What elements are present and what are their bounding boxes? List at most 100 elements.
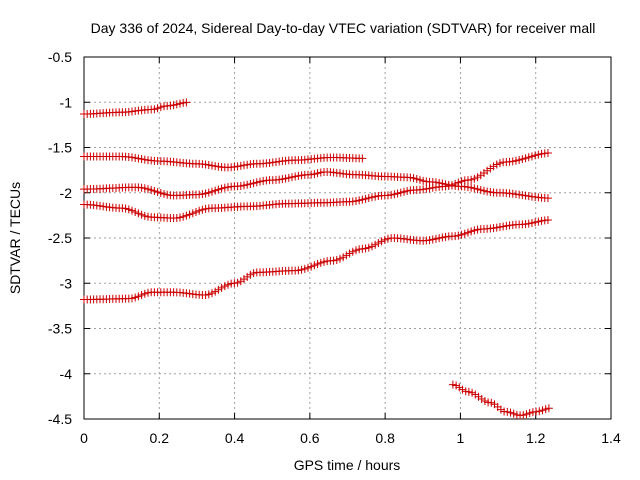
data-point — [294, 171, 303, 180]
data-point — [527, 218, 536, 227]
data-point — [509, 409, 518, 418]
data-point — [428, 183, 437, 192]
y-tick-label: -0.5 — [48, 49, 72, 65]
data-point — [406, 173, 415, 182]
data-point — [422, 184, 431, 193]
data-point — [454, 178, 463, 187]
data-point — [319, 257, 328, 266]
data-point — [300, 264, 309, 273]
data-point — [409, 174, 418, 183]
data-point — [495, 223, 504, 232]
data-point — [236, 277, 245, 286]
data-point — [163, 190, 172, 199]
data-point — [361, 244, 370, 253]
x-tick-label: 0.6 — [300, 430, 320, 446]
data-point — [463, 183, 472, 192]
data-point — [140, 211, 149, 220]
data-point — [191, 208, 200, 217]
x-tick-label: 0.4 — [225, 430, 245, 446]
grid-lines — [84, 57, 611, 419]
data-point — [278, 175, 287, 184]
x-tick-label: 0 — [80, 430, 88, 446]
x-tick-label: 0.8 — [375, 430, 395, 446]
data-point — [150, 187, 159, 196]
data-point — [467, 175, 476, 184]
data-point — [339, 253, 348, 262]
data-point — [255, 177, 264, 186]
data-point — [518, 155, 527, 164]
data-point — [467, 183, 476, 192]
data-point — [380, 235, 389, 244]
data-point — [236, 181, 245, 190]
y-tick-label: -3.5 — [48, 321, 72, 337]
data-point — [468, 388, 477, 397]
y-tick-label: -2.5 — [48, 230, 72, 246]
data-point — [489, 162, 498, 171]
data-point — [201, 189, 210, 198]
data-points — [80, 98, 553, 420]
data-point — [538, 406, 547, 415]
data-point — [223, 280, 232, 289]
data-point — [169, 101, 178, 110]
data-point — [477, 395, 486, 404]
y-tick-label: -4.5 — [48, 411, 72, 427]
data-point — [522, 410, 531, 419]
data-point — [489, 224, 498, 233]
data-point — [307, 170, 316, 179]
data-point — [502, 221, 511, 230]
data-point — [153, 104, 162, 113]
data-point — [313, 169, 322, 178]
data-point — [140, 184, 149, 193]
data-point — [508, 157, 517, 166]
data-point — [233, 278, 242, 287]
data-point — [335, 254, 344, 263]
data-point — [454, 231, 463, 240]
data-point — [496, 405, 505, 414]
axis-ticks — [83, 56, 612, 420]
data-point — [143, 185, 152, 194]
data-point — [457, 230, 466, 239]
data-point — [452, 381, 461, 390]
data-point — [198, 190, 207, 199]
x-tick-label: 1 — [457, 430, 465, 446]
series-track-6 — [448, 380, 553, 420]
data-point — [364, 243, 373, 252]
data-point — [159, 189, 168, 198]
data-point — [525, 409, 534, 418]
data-point — [175, 99, 184, 108]
data-point — [503, 407, 512, 416]
data-point — [524, 153, 533, 162]
data-point — [329, 256, 338, 265]
data-point — [457, 177, 466, 186]
data-point — [214, 185, 223, 194]
data-point — [428, 235, 437, 244]
data-point — [204, 161, 213, 170]
data-point — [419, 176, 428, 185]
chart-title: Day 336 of 2024, Sidereal Day-to-day VTE… — [91, 20, 596, 36]
data-point — [399, 187, 408, 196]
data-point — [134, 292, 143, 301]
data-point — [313, 260, 322, 269]
data-point — [195, 206, 204, 215]
data-point — [246, 180, 255, 189]
data-point — [537, 216, 546, 225]
data-point — [217, 283, 226, 292]
data-point — [127, 294, 136, 303]
data-point — [211, 186, 220, 195]
data-point — [371, 240, 380, 249]
data-point — [249, 269, 258, 278]
data-point — [531, 151, 540, 160]
data-point — [310, 261, 319, 270]
data-point — [204, 290, 213, 299]
x-tick-labels: 0 0.2 0.4 0.6 0.8 1 1.2 1.4 — [80, 430, 621, 446]
series-track-3 — [80, 167, 552, 203]
data-point — [175, 213, 184, 222]
y-axis-label: SDTVAR / TECUs — [7, 182, 23, 294]
data-point — [371, 192, 380, 201]
data-point — [137, 183, 146, 192]
data-point — [134, 209, 143, 218]
data-point — [259, 177, 268, 185]
data-point — [412, 174, 421, 183]
data-point — [153, 188, 162, 197]
data-point — [137, 290, 146, 299]
